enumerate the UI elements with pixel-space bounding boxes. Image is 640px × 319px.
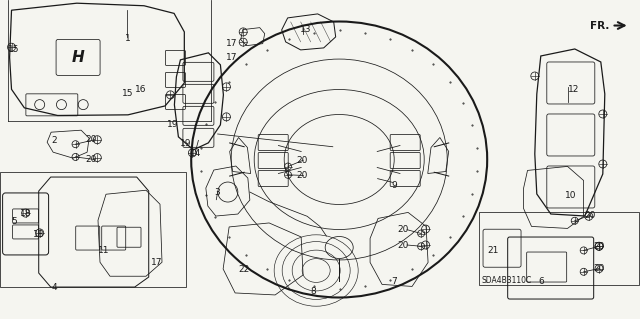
Text: 21: 21 — [487, 246, 499, 255]
Text: 10: 10 — [565, 191, 577, 200]
Text: 6: 6 — [538, 277, 543, 286]
Text: H: H — [72, 50, 84, 65]
Text: 20: 20 — [584, 211, 596, 220]
Text: 20: 20 — [593, 264, 605, 273]
Text: 20: 20 — [397, 225, 409, 234]
Bar — [0, 172, 186, 287]
Text: 20: 20 — [85, 135, 97, 144]
Text: 12: 12 — [568, 85, 579, 94]
Bar — [479, 212, 639, 285]
Text: 20: 20 — [85, 155, 97, 164]
Text: SDA4B3110C: SDA4B3110C — [481, 276, 532, 285]
Text: 16: 16 — [135, 85, 147, 94]
Text: 18: 18 — [20, 209, 31, 218]
Text: 20: 20 — [296, 156, 308, 165]
Text: 20: 20 — [593, 242, 605, 251]
Text: 11: 11 — [98, 246, 109, 255]
Text: 7: 7 — [391, 277, 396, 286]
Text: 22: 22 — [239, 265, 250, 274]
Text: 20: 20 — [296, 171, 308, 180]
Text: 5: 5 — [12, 217, 17, 226]
Text: 8: 8 — [311, 287, 316, 296]
Text: 17: 17 — [226, 39, 237, 48]
Text: 13: 13 — [300, 25, 311, 34]
Text: 9: 9 — [392, 181, 397, 189]
Text: 15: 15 — [8, 45, 20, 54]
Text: FR.: FR. — [590, 20, 609, 31]
Text: 15: 15 — [122, 89, 134, 98]
Text: 14: 14 — [190, 149, 202, 158]
Text: 18: 18 — [33, 230, 44, 239]
Text: 20: 20 — [397, 241, 409, 250]
Text: 3: 3 — [215, 189, 220, 197]
Text: 17: 17 — [151, 258, 163, 267]
Text: 1: 1 — [125, 34, 131, 43]
Text: 4: 4 — [52, 283, 57, 292]
Text: 19: 19 — [167, 120, 179, 129]
Text: 17: 17 — [226, 53, 237, 62]
Text: 19: 19 — [180, 139, 191, 148]
Text: 2: 2 — [52, 136, 57, 145]
